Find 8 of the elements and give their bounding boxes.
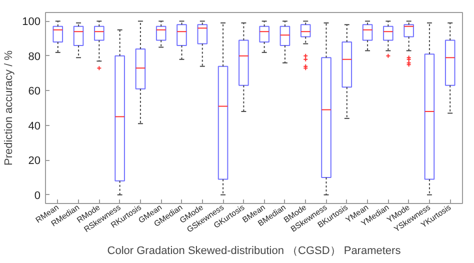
y-axis-title: Prediction accuracy / % (3, 50, 16, 166)
y-tick-label: 40 (28, 120, 41, 132)
y-tick-label: 20 (28, 155, 41, 168)
y-tick-label: 80 (28, 50, 41, 63)
y-tick-label: 0 (34, 190, 41, 202)
x-axis-title: Color Gradation Skewed-distribution （CGSD） Parameters (107, 245, 402, 258)
y-tick-label: 100 (22, 16, 41, 28)
y-tick-label: 60 (28, 86, 41, 98)
